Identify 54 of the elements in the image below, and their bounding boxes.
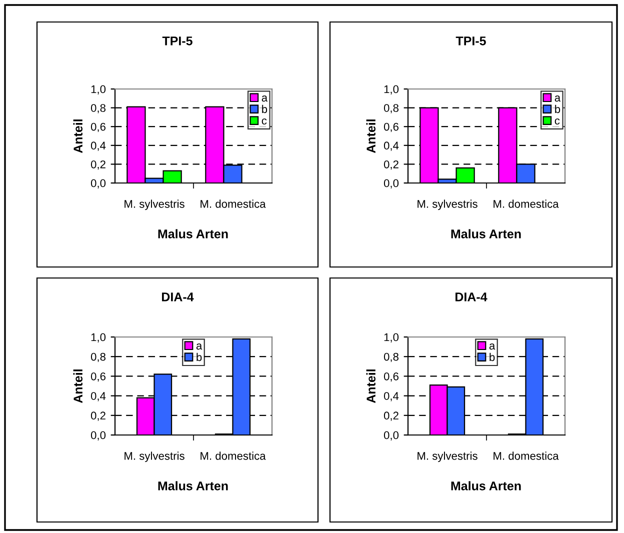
y-tick-label: 1,0 <box>384 85 399 94</box>
legend-label: b <box>555 104 560 114</box>
y-tick-label: 0,2 <box>384 160 398 170</box>
y-tick-label: 0,2 <box>90 160 106 170</box>
chart-title: TPI-5 <box>456 36 486 46</box>
y-axis-title: Anteil <box>366 370 376 404</box>
legend-label: b <box>262 104 268 114</box>
y-tick-label: 0,8 <box>384 104 398 114</box>
y-axis-title: Anteil <box>366 120 376 154</box>
x-tick-label: M. domestica <box>494 200 559 208</box>
legend-label: a <box>262 96 268 102</box>
y-tick-label: 0,2 <box>384 412 398 421</box>
x-tick-label: M. domestica <box>494 452 559 460</box>
chart-title: DIA-4 <box>456 292 488 302</box>
legend-label: b <box>196 352 202 362</box>
y-tick-label: 0,6 <box>90 372 106 382</box>
y-tick-label: 0,0 <box>384 431 399 440</box>
y-tick-label: 0,6 <box>384 372 398 382</box>
y-tick-label: 0,2 <box>90 412 106 421</box>
x-axis-title: Malus Arten <box>451 481 521 490</box>
legend-label: c <box>554 118 560 125</box>
y-tick-label: 1,0 <box>91 85 106 94</box>
x-axis-title: Malus Arten <box>451 229 521 238</box>
y-axis-title: Anteil <box>73 120 82 154</box>
x-tick-label: M. sylvestris <box>124 200 184 210</box>
x-tick-label: M. sylvestris <box>418 452 478 462</box>
x-tick-label: M. sylvestris <box>418 200 478 210</box>
chart-title: DIA-4 <box>162 292 194 302</box>
y-tick-label: 0,8 <box>384 352 398 362</box>
legend-label: a <box>489 344 496 350</box>
legend-label: c <box>262 118 267 125</box>
y-tick-label: 0,6 <box>384 122 398 132</box>
y-tick-label: 0,4 <box>384 392 399 402</box>
y-tick-label: 0,8 <box>90 104 106 114</box>
y-tick-label: 1,0 <box>384 333 399 342</box>
x-tick-label: M. domestica <box>200 452 266 460</box>
y-tick-label: 0,4 <box>90 142 106 151</box>
y-tick-label: 0,8 <box>90 352 106 362</box>
y-tick-label: 0,0 <box>384 179 399 188</box>
legend-label: a <box>554 96 561 102</box>
y-tick-label: 1,0 <box>91 333 106 342</box>
x-axis-title: Malus Arten <box>158 229 228 238</box>
legend-label: b <box>490 352 495 362</box>
chart-title: TPI-5 <box>162 36 192 46</box>
y-tick-label: 0,0 <box>90 431 106 440</box>
x-axis-title: Malus Arten <box>158 481 228 490</box>
y-axis-title: Anteil <box>73 370 82 404</box>
y-tick-label: 0,0 <box>90 179 106 188</box>
y-tick-label: 0,6 <box>90 122 106 132</box>
legend-label: a <box>196 344 202 350</box>
y-tick-label: 0,4 <box>90 392 106 402</box>
x-tick-label: M. sylvestris <box>124 452 184 462</box>
x-tick-label: M. domestica <box>200 200 266 208</box>
y-tick-label: 0,4 <box>384 142 399 151</box>
